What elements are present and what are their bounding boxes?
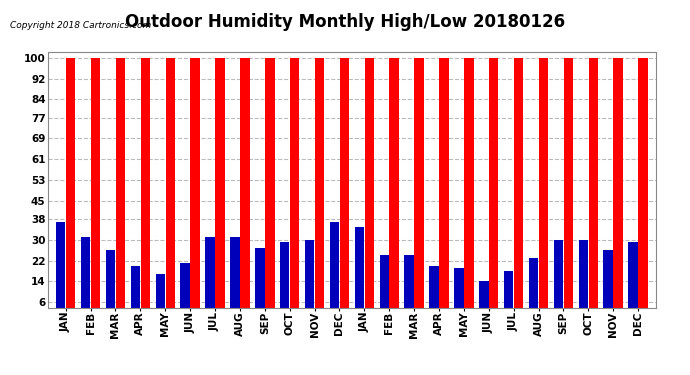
- Bar: [166, 58, 175, 318]
- Bar: [553, 240, 563, 318]
- Bar: [141, 58, 150, 318]
- Bar: [364, 58, 374, 318]
- Bar: [529, 258, 538, 318]
- Bar: [155, 274, 165, 318]
- Bar: [504, 271, 513, 318]
- Bar: [56, 222, 66, 318]
- Bar: [415, 58, 424, 318]
- Bar: [230, 237, 239, 318]
- Text: Copyright 2018 Cartronics.com: Copyright 2018 Cartronics.com: [10, 21, 152, 30]
- Bar: [81, 237, 90, 318]
- Bar: [181, 263, 190, 318]
- Bar: [514, 58, 523, 318]
- Bar: [638, 58, 648, 318]
- Bar: [66, 58, 75, 318]
- Bar: [613, 58, 623, 318]
- Bar: [604, 250, 613, 318]
- Bar: [330, 222, 339, 318]
- Bar: [339, 58, 349, 318]
- Bar: [579, 240, 588, 318]
- Bar: [91, 58, 100, 318]
- Bar: [589, 58, 598, 318]
- Bar: [454, 268, 464, 318]
- Bar: [206, 237, 215, 318]
- Bar: [265, 58, 275, 318]
- Bar: [539, 58, 549, 318]
- Bar: [315, 58, 324, 318]
- Bar: [564, 58, 573, 318]
- Bar: [116, 58, 125, 318]
- Bar: [130, 266, 140, 318]
- Bar: [629, 243, 638, 318]
- Bar: [106, 250, 115, 318]
- Bar: [190, 58, 200, 318]
- Bar: [389, 58, 399, 318]
- Text: Outdoor Humidity Monthly High/Low 20180126: Outdoor Humidity Monthly High/Low 201801…: [125, 13, 565, 31]
- Bar: [290, 58, 299, 318]
- Bar: [215, 58, 225, 318]
- Bar: [429, 266, 439, 318]
- Bar: [440, 58, 449, 318]
- Bar: [255, 248, 264, 318]
- Bar: [280, 243, 289, 318]
- Bar: [380, 255, 389, 318]
- Bar: [479, 282, 489, 318]
- Bar: [240, 58, 250, 318]
- Bar: [489, 58, 498, 318]
- Bar: [464, 58, 473, 318]
- Bar: [355, 227, 364, 318]
- Bar: [305, 240, 315, 318]
- Bar: [404, 255, 414, 318]
